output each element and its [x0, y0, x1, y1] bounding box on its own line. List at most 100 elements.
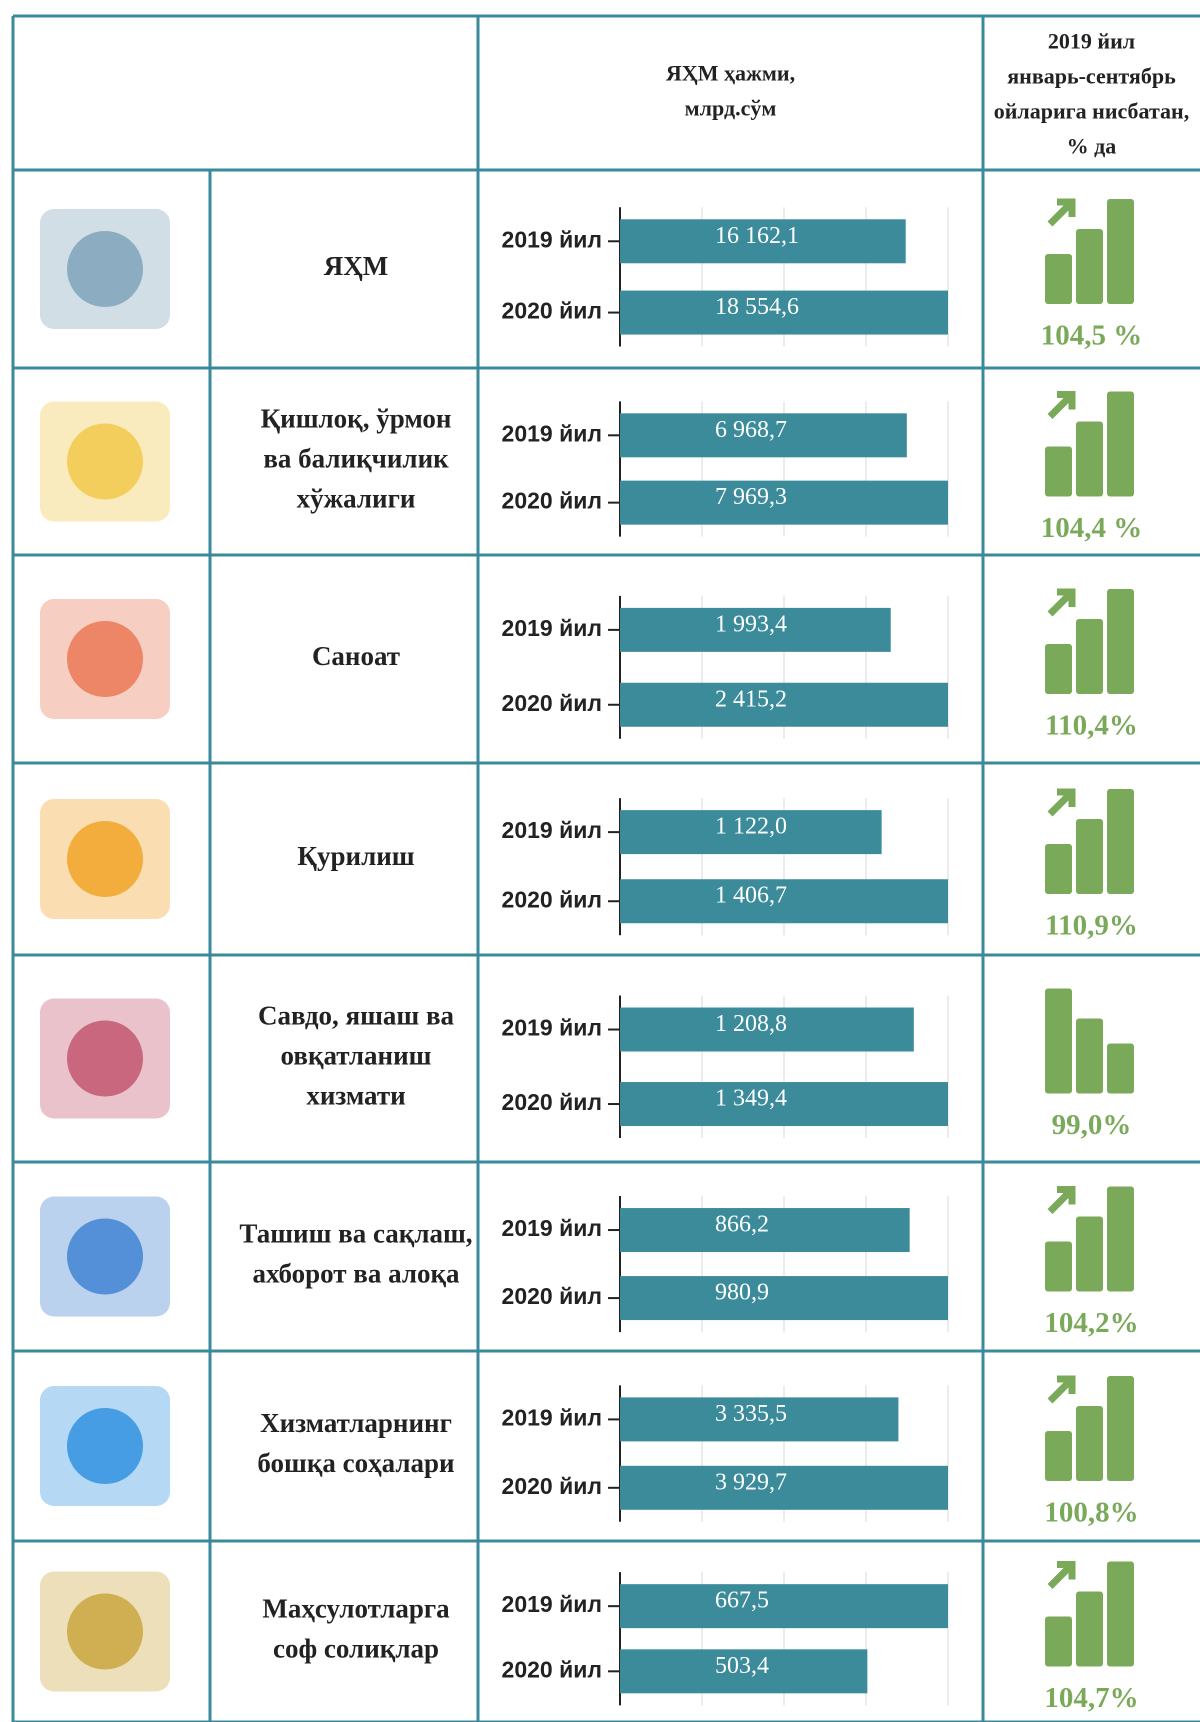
bar — [620, 1276, 948, 1321]
value-label: 18 554,6 — [715, 294, 799, 320]
row-icon — [40, 799, 170, 919]
year-label: 2019 йил — [502, 226, 602, 252]
growth-icon — [1107, 1376, 1134, 1481]
percent-value: 100,8% — [1044, 1497, 1138, 1529]
year-label: 2019 йил — [502, 1215, 602, 1241]
bar — [620, 1208, 910, 1253]
row-name: хизмати — [306, 1081, 405, 1111]
year-label: 2019 йил — [502, 1015, 602, 1041]
growth-icon — [1045, 254, 1072, 304]
percent-value: 110,9% — [1045, 910, 1138, 942]
year-label: 2020 йил — [502, 1473, 602, 1499]
growth-icon — [1045, 844, 1072, 894]
value-label: 3 929,7 — [715, 1469, 787, 1495]
bar — [620, 413, 907, 458]
growth-icon — [1107, 199, 1134, 304]
year-label: 2020 йил — [502, 886, 602, 912]
growth-arrow — [1047, 588, 1076, 617]
value-label: 1 406,7 — [715, 883, 787, 909]
year-label: 2019 йил — [502, 615, 602, 641]
growth-icon — [1076, 1406, 1103, 1481]
value-label: 1 993,4 — [715, 611, 787, 637]
year-label: 2020 йил — [502, 1283, 602, 1309]
bar — [620, 1649, 868, 1694]
growth-icon — [1107, 589, 1134, 694]
percent-value: 104,4 % — [1041, 512, 1143, 544]
growth-icon — [1076, 1216, 1103, 1292]
bar — [620, 1584, 948, 1629]
value-label: 866,2 — [715, 1212, 769, 1238]
growth-icon — [1076, 1591, 1103, 1667]
row-name: хўжалиги — [297, 484, 416, 514]
bar — [620, 1397, 899, 1442]
year-label: 2019 йил — [502, 420, 602, 446]
growth-arrow — [1047, 1186, 1076, 1214]
row-name: Савдо, яшаш ва — [258, 1001, 455, 1031]
row-icon — [40, 1196, 170, 1317]
year-label: 2019 йил — [502, 1591, 602, 1617]
row-icon — [40, 1386, 170, 1506]
row-icon — [40, 209, 170, 329]
year-label: 2019 йил — [502, 1404, 602, 1430]
percent-value: 110,4% — [1045, 710, 1138, 742]
bar — [620, 682, 948, 727]
year-label: 2020 йил — [502, 1089, 602, 1115]
growth-arrow — [1047, 198, 1076, 227]
growth-icon — [1045, 446, 1072, 497]
growth-icon — [1107, 1186, 1134, 1292]
percent-value: 104,5 % — [1041, 320, 1143, 352]
bar — [620, 1007, 914, 1052]
percent-header: январь-сентябрь — [1007, 64, 1176, 89]
icon-shape — [67, 621, 143, 697]
icon-shape — [67, 1408, 143, 1484]
row-name: Саноат — [312, 641, 400, 671]
growth-icon — [1045, 988, 1072, 1094]
row-name: соф солиқлар — [273, 1634, 439, 1664]
icon-shape — [67, 231, 143, 307]
growth-arrow — [1047, 1375, 1076, 1404]
growth-icon — [1076, 421, 1103, 497]
row-name: ва балиқчилик — [263, 444, 449, 474]
row-name: бошқа соҳалари — [257, 1448, 454, 1478]
chart-header: ЯҲМ ҳажми, — [666, 61, 795, 86]
row-name: ЯҲМ — [324, 251, 388, 281]
percent-value: 99,0% — [1052, 1109, 1132, 1141]
icon-shape — [67, 1020, 143, 1097]
year-label: 2020 йил — [502, 298, 602, 324]
growth-icon — [1107, 391, 1134, 497]
value-label: 1 349,4 — [715, 1086, 787, 1112]
icon-shape — [67, 1218, 143, 1295]
value-label: 980,9 — [715, 1280, 769, 1306]
year-label: 2019 йил — [502, 817, 602, 843]
row-icon — [40, 401, 170, 522]
percent-header: ойларига нисбатан, — [994, 99, 1190, 124]
percent-value: 104,7% — [1044, 1682, 1138, 1714]
row-name: Хизматларнинг — [260, 1408, 452, 1438]
growth-icon — [1076, 619, 1103, 694]
percent-value: 104,2% — [1044, 1307, 1138, 1339]
row-name: Маҳсулотларга — [262, 1594, 450, 1624]
growth-icon — [1076, 229, 1103, 304]
row-icon — [40, 1571, 170, 1692]
growth-arrow — [1047, 391, 1076, 419]
bar — [620, 480, 948, 525]
bar — [620, 219, 906, 264]
growth-icon — [1107, 1561, 1134, 1667]
bar — [620, 290, 948, 335]
icon-shape — [67, 423, 143, 500]
percent-header: % да — [1067, 134, 1117, 159]
growth-icon — [1107, 1043, 1134, 1094]
value-label: 16 162,1 — [715, 223, 799, 249]
row-icon — [40, 998, 170, 1119]
value-label: 1 122,0 — [715, 814, 787, 840]
year-label: 2020 йил — [502, 690, 602, 716]
value-label: 7 969,3 — [715, 484, 787, 510]
percent-header: 2019 йил — [1048, 29, 1135, 54]
value-label: 667,5 — [715, 1588, 769, 1614]
row-name: Қурилиш — [297, 841, 414, 871]
growth-arrow — [1047, 788, 1076, 817]
bar — [620, 879, 948, 924]
chart-header: млрд.сўм — [685, 96, 777, 121]
row-icon — [40, 599, 170, 719]
